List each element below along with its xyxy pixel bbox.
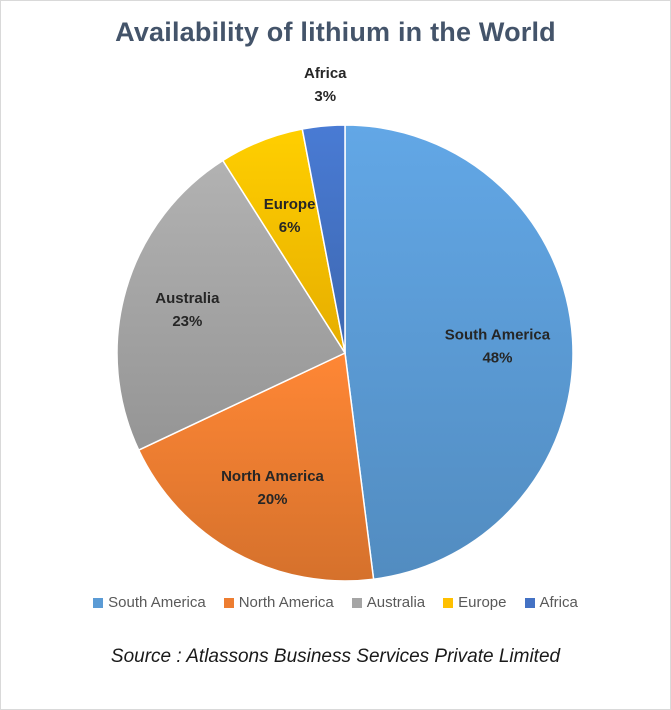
- pie-slice-africa: [301, 124, 346, 354]
- legend-item-north-america: North America: [223, 594, 334, 611]
- chart-legend: South America North America Australia Europ…: [1, 594, 670, 611]
- legend-item-south-america: South America: [93, 594, 206, 611]
- pie-slice-south-america: [344, 124, 574, 581]
- pie-slice-north-america: [137, 351, 375, 582]
- legend-swatch: [443, 597, 454, 608]
- legend-label: Europe: [458, 594, 507, 611]
- legend-item-australia: Australia: [351, 594, 426, 611]
- legend-label: North America: [238, 594, 334, 611]
- pie-chart: South America 48% North America 20% Australi…: [116, 65, 574, 582]
- slice-label-africa: Africa: [304, 65, 347, 82]
- slice-label-north-america: North America: [221, 468, 324, 485]
- legend-swatch: [351, 597, 362, 608]
- legend-label: South America: [108, 594, 206, 611]
- pie-slice-australia: [116, 159, 347, 452]
- legend-swatch: [524, 597, 535, 608]
- slice-label-australia: Australia: [155, 290, 220, 307]
- slice-value-europe: 6%: [279, 219, 301, 236]
- slice-value-south-america: 48%: [482, 349, 512, 366]
- slice-value-africa: 3%: [314, 88, 336, 105]
- legend-swatch: [93, 597, 104, 608]
- slice-value-australia: 23%: [172, 313, 202, 330]
- chart-source: Source : Atlassons Business Services Pri…: [110, 646, 561, 667]
- legend-label: Australia: [366, 594, 426, 611]
- slice-label-europe: Europe: [264, 196, 316, 213]
- legend-label: Africa: [539, 594, 578, 611]
- slice-value-north-america: 20%: [257, 491, 287, 508]
- slice-label-south-america: South America: [445, 326, 551, 343]
- legend-item-africa: Africa: [524, 594, 578, 611]
- legend-item-europe: Europe: [443, 594, 507, 611]
- legend-swatch: [223, 597, 234, 608]
- chart-title: Availability of lithium in the World: [115, 17, 556, 47]
